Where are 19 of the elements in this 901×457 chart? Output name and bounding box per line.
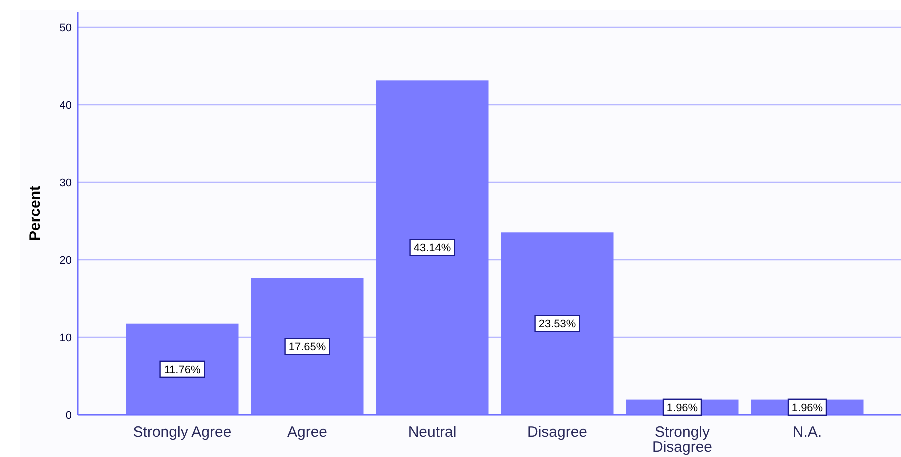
y-tick-label: 0 [66, 410, 72, 422]
x-tick-label: Strongly Disagree [652, 424, 713, 456]
x-tick-label: Disagree [527, 424, 588, 441]
x-tick-label: Strongly Agree [133, 424, 232, 441]
data-label: 1.96% [666, 402, 698, 414]
data-label: 43.14% [414, 242, 452, 255]
data-label: 17.65% [288, 341, 326, 354]
y-axis-title: Percent [27, 186, 44, 242]
data-label: 1.96% [792, 402, 824, 414]
y-tick-label: 30 [60, 177, 72, 190]
y-tick-label: 10 [60, 332, 72, 344]
x-tick-label: Agree [287, 424, 328, 441]
data-label: 23.53% [538, 318, 576, 331]
y-tick-label: 20 [60, 254, 72, 267]
x-tick-label: Neutral [408, 424, 457, 441]
x-tick-label: N.A. [792, 424, 822, 441]
data-label: 11.76% [164, 364, 201, 376]
y-tick-label: 50 [60, 22, 72, 34]
y-tick-label: 40 [60, 100, 72, 112]
